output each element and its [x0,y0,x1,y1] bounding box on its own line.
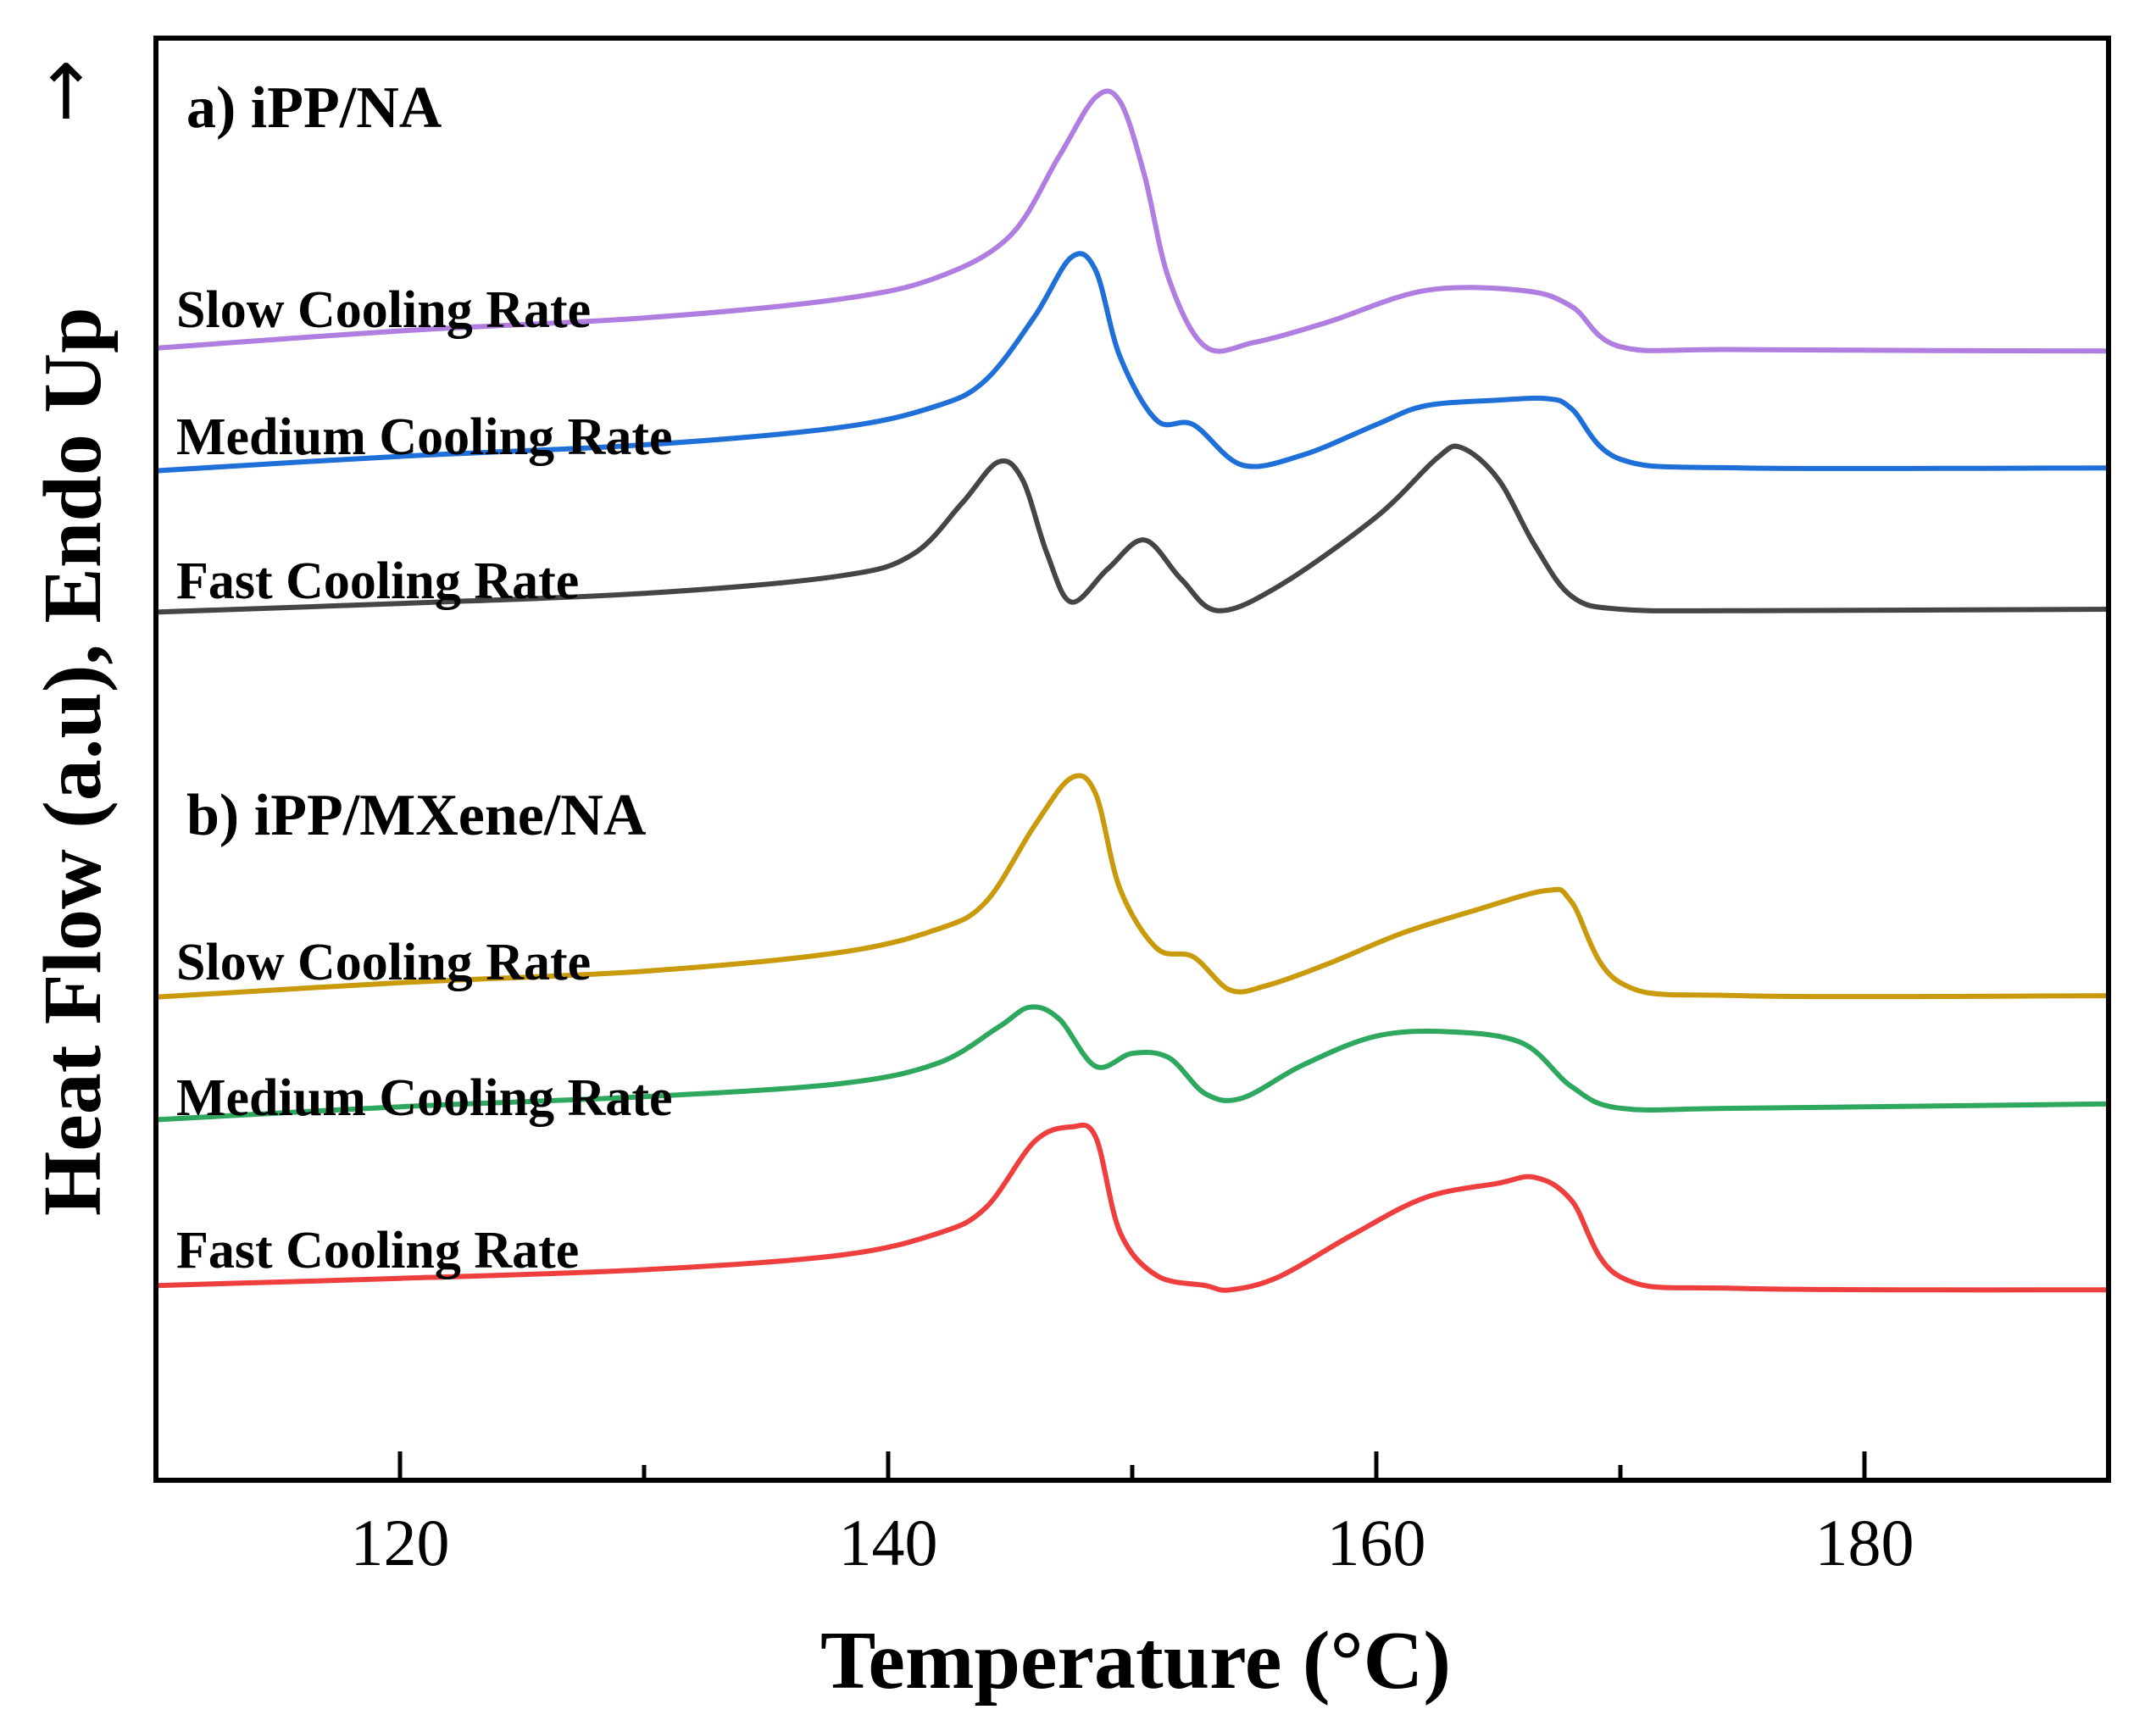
curve-label-a-fast: Fast Cooling Rate [176,552,579,610]
curve-a-medium [153,251,2111,474]
x-tick-label: 160 [1327,1506,1426,1579]
curve-b-slow [153,773,2111,1000]
panel-label-b: b) iPP/MXene/NA [186,783,647,848]
curve-a-fast [153,443,2111,615]
x-axis-ticks: 120 140 160 180 [351,1451,1914,1579]
curve-a-slow [153,88,2111,354]
curve-b-medium [153,1004,2111,1123]
curve-label-b-medium: Medium Cooling Rate [176,1069,673,1127]
curve-layer [153,88,2111,1293]
curve-label-b-slow: Slow Cooling Rate [176,934,591,991]
curve-label-a-medium: Medium Cooling Rate [176,408,673,466]
x-tick-label: 180 [1815,1506,1914,1579]
y-axis-title: Heat Flow (a.u), Endo Up [27,307,119,1216]
x-axis-title: Temperature (°C) [820,1615,1451,1707]
curve-b-fast [153,1122,2111,1293]
panel-label-a: a) iPP/NA [186,75,442,141]
x-tick-label: 140 [839,1506,938,1579]
curve-label-a-slow: Slow Cooling Rate [176,281,591,339]
curve-label-b-fast: Fast Cooling Rate [176,1222,579,1279]
x-tick-label: 120 [351,1506,450,1579]
endo-up-arrow-icon: ↑ [34,48,97,137]
